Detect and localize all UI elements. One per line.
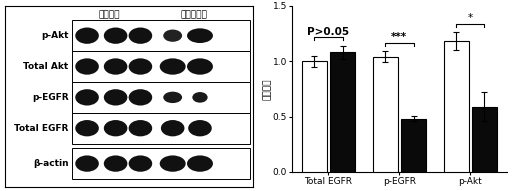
Bar [472, 107, 497, 172]
Ellipse shape [75, 155, 99, 172]
Ellipse shape [129, 155, 152, 172]
Ellipse shape [104, 120, 127, 136]
Ellipse shape [187, 155, 213, 172]
Text: P>0.05: P>0.05 [308, 27, 349, 37]
Bar [72, 113, 250, 144]
Ellipse shape [75, 89, 99, 105]
Bar [72, 20, 250, 51]
Ellipse shape [163, 30, 182, 42]
Text: Total Akt: Total Akt [23, 62, 68, 71]
Ellipse shape [129, 58, 152, 75]
Bar [401, 119, 426, 172]
Text: *: * [468, 13, 473, 23]
Y-axis label: 相对浓度: 相对浓度 [263, 78, 271, 100]
Ellipse shape [75, 120, 99, 136]
Bar [72, 148, 250, 179]
Ellipse shape [192, 92, 208, 103]
Bar [72, 82, 250, 113]
Text: ***: *** [391, 32, 407, 42]
Ellipse shape [129, 89, 152, 105]
Bar [72, 51, 250, 82]
Ellipse shape [187, 58, 213, 75]
Text: 蝶越莓饮食: 蝶越莓饮食 [180, 10, 207, 19]
Text: p-EGFR: p-EGFR [32, 93, 68, 102]
Bar [444, 41, 468, 172]
Bar [302, 61, 327, 172]
Ellipse shape [75, 58, 99, 75]
Text: 普通饮食: 普通饮食 [99, 10, 120, 19]
Ellipse shape [161, 120, 185, 136]
Text: Total EGFR: Total EGFR [14, 124, 68, 133]
Ellipse shape [104, 58, 127, 75]
Bar [373, 57, 398, 172]
Ellipse shape [163, 92, 182, 103]
Text: β-actin: β-actin [33, 159, 68, 168]
Ellipse shape [160, 58, 186, 75]
Ellipse shape [104, 89, 127, 105]
Ellipse shape [188, 120, 212, 136]
Text: p-Akt: p-Akt [41, 31, 68, 40]
Ellipse shape [104, 28, 127, 44]
Ellipse shape [187, 28, 213, 43]
Ellipse shape [160, 155, 186, 172]
Ellipse shape [129, 28, 152, 44]
Bar [330, 52, 355, 172]
Ellipse shape [75, 28, 99, 44]
Ellipse shape [104, 155, 127, 172]
Ellipse shape [129, 120, 152, 136]
